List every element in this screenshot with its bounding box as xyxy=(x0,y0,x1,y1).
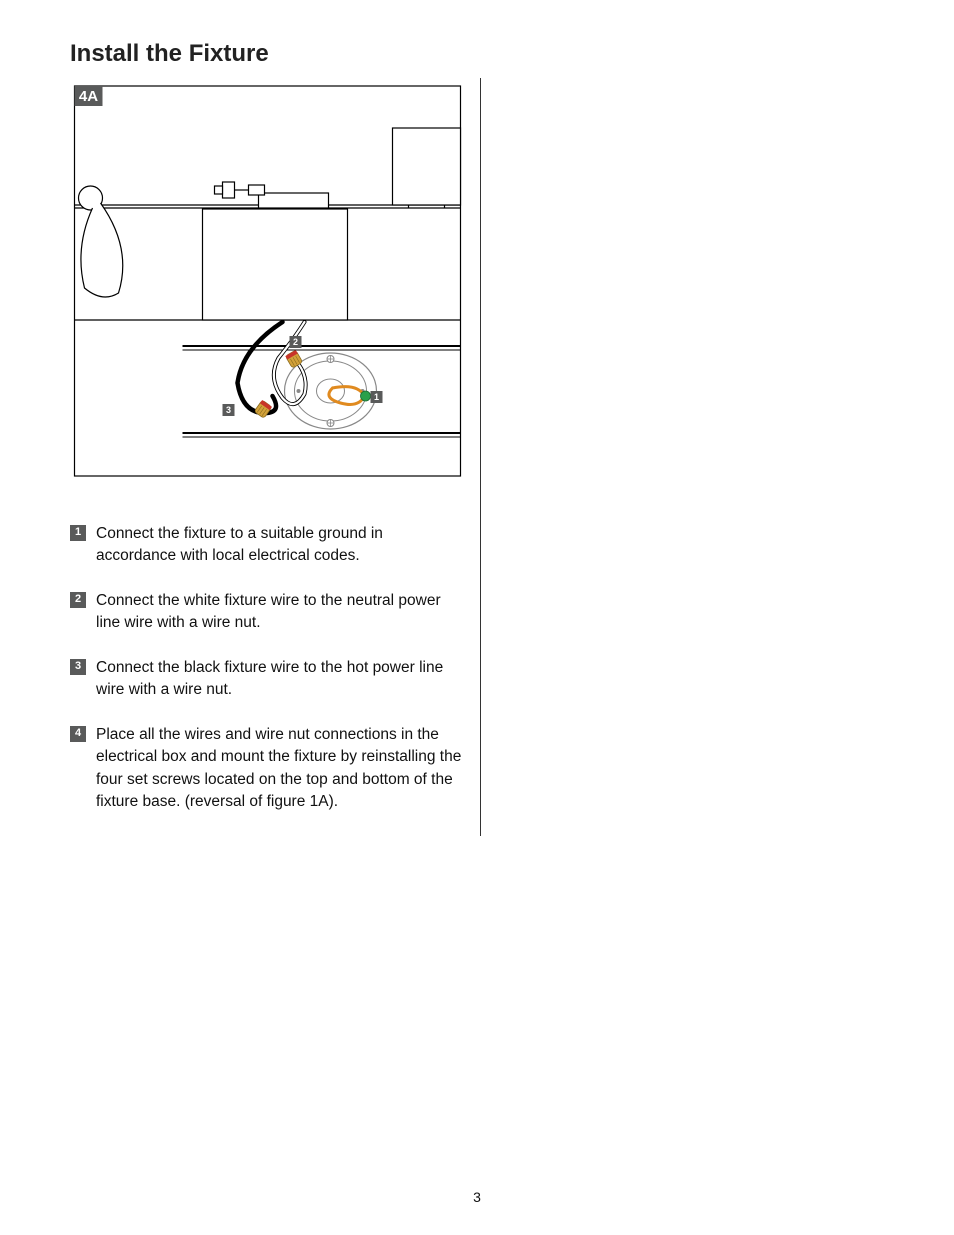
page-number: 3 xyxy=(0,1189,954,1205)
step-2: 2 Connect the white fixture wire to the … xyxy=(70,590,465,635)
page-heading: Install the Fixture xyxy=(70,40,884,68)
step-text: Connect the fixture to a suitable ground… xyxy=(96,523,465,568)
callout-2: 2 xyxy=(293,337,298,347)
step-number-badge: 2 xyxy=(70,592,86,608)
callout-1: 1 xyxy=(374,392,379,402)
step-text: Connect the white fixture wire to the ne… xyxy=(96,590,465,635)
step-text: Connect the black fixture wire to the ho… xyxy=(96,657,465,702)
step-number-badge: 4 xyxy=(70,726,86,742)
figure-4a: 4A xyxy=(70,78,465,478)
column-layout: 4A xyxy=(70,78,890,836)
step-number-badge: 3 xyxy=(70,659,86,675)
step-3: 3 Connect the black fixture wire to the … xyxy=(70,657,465,702)
step-1: 1 Connect the fixture to a suitable grou… xyxy=(70,523,465,568)
right-column xyxy=(481,78,890,836)
instruction-steps: 1 Connect the fixture to a suitable grou… xyxy=(70,523,465,814)
figure-label: 4A xyxy=(79,88,98,105)
step-text: Place all the wires and wire nut connect… xyxy=(96,724,465,814)
step-number-badge: 1 xyxy=(70,525,86,541)
callout-3: 3 xyxy=(226,405,231,415)
left-column: 4A xyxy=(70,78,481,836)
step-4: 4 Place all the wires and wire nut conne… xyxy=(70,724,465,814)
